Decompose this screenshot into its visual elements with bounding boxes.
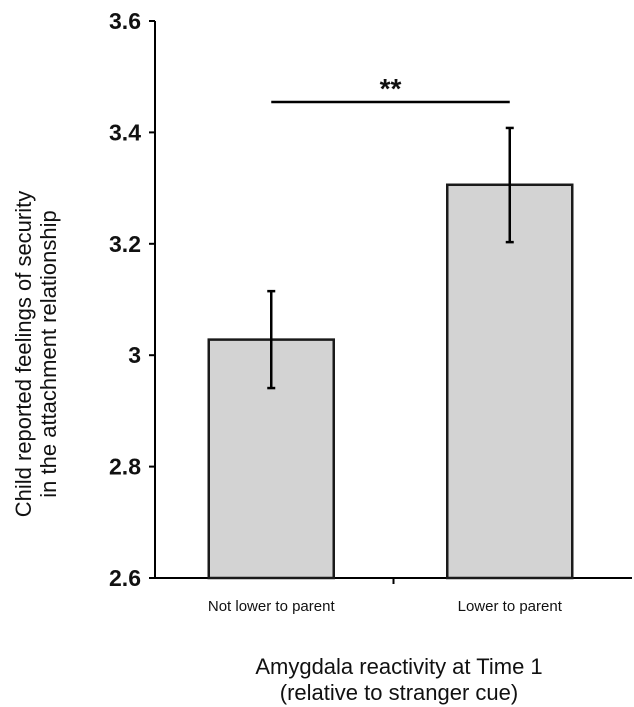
- y-tick-label: 3.6: [109, 8, 141, 34]
- bar: [446, 183, 574, 580]
- x-axis-title-line1: Amygdala reactivity at Time 1: [255, 654, 542, 679]
- y-tick-label: 2.8: [109, 454, 141, 480]
- y-axis-title-line1: Child reported feelings of security: [11, 191, 36, 518]
- y-tick-label: 3: [128, 342, 141, 368]
- significance-label: **: [380, 73, 402, 104]
- y-tick-label: 3.4: [109, 119, 141, 145]
- x-tick-label: Lower to parent: [458, 598, 563, 615]
- y-tick-label: 2.6: [109, 565, 141, 591]
- x-tick-label: Not lower to parent: [208, 598, 336, 615]
- y-tick-label: 3.2: [109, 231, 141, 257]
- y-axis-title-line2: in the attachment relationship: [36, 210, 61, 497]
- x-axis-title-line2: (relative to stranger cue): [280, 680, 518, 705]
